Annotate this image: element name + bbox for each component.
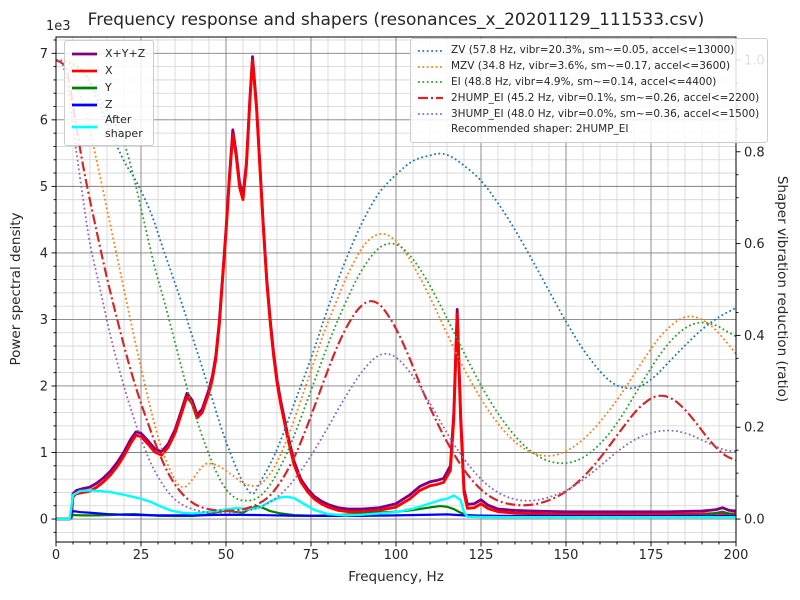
legend-line-sample xyxy=(71,100,98,110)
y-left-tick-label: 2 xyxy=(40,379,48,394)
x-tick-label: 200 xyxy=(724,548,749,563)
series-shaper-ei xyxy=(55,59,737,502)
legend-line-sample xyxy=(417,46,444,56)
x-tick-label: 25 xyxy=(133,548,150,563)
y-left-tick-label: 0 xyxy=(40,513,48,528)
chart-title: Frequency response and shapers (resonanc… xyxy=(88,10,705,30)
y-right-tick-label: 0.8 xyxy=(744,145,765,160)
x-tick-label: 150 xyxy=(554,548,579,563)
legend-item: Recommended shaper: 2HUMP_EI xyxy=(417,122,759,138)
plot-frame xyxy=(55,36,737,543)
legend-item: X xyxy=(71,62,145,79)
legend-line-sample xyxy=(71,122,98,132)
x-tick-label: 100 xyxy=(384,548,409,563)
legend-item: Y xyxy=(71,79,145,96)
y-left-tick-label: 4 xyxy=(40,246,48,261)
legend-label: X xyxy=(105,63,113,77)
y-right-tick-label: 0.2 xyxy=(744,421,765,436)
legend-line-sample xyxy=(417,62,444,72)
y-left-tick-label: 6 xyxy=(40,113,48,128)
legend-psd: X+Y+Z X Y Z After shaper xyxy=(64,40,155,146)
y-left-tick-label: 5 xyxy=(40,180,48,195)
series-psd-z xyxy=(56,509,736,521)
series-psd-x xyxy=(56,58,737,521)
x-tick-label: 125 xyxy=(469,548,494,563)
x-axis-label: Frequency, Hz xyxy=(348,569,444,585)
x-tick-label: 75 xyxy=(303,548,320,563)
legend-line-sample xyxy=(71,49,98,59)
legend-line-sample xyxy=(71,66,98,76)
legend-item: 3HUMP_EI (48.0 Hz, vibr=0.0%, sm~=0.36, … xyxy=(417,106,759,122)
axis-tick-labels: 0 25 50 75 100 125 150 175 200 0 1 2 3 4 5 6 7 0.0 0.2 0.4 0… xyxy=(40,47,765,563)
legend-item: After shaper xyxy=(71,113,145,141)
grid-minor-lines xyxy=(56,37,736,542)
legend-line-sample xyxy=(417,109,444,119)
legend-line-sample xyxy=(417,77,444,87)
y-left-tick-label: 1 xyxy=(40,446,48,461)
legend-item: X+Y+Z xyxy=(71,45,145,62)
y-right-tick-label: 0.6 xyxy=(744,237,765,252)
legend-item: 2HUMP_EI (45.2 Hz, vibr=0.1%, sm~=0.26, … xyxy=(417,90,759,106)
legend-label: Y xyxy=(105,80,112,94)
legend-label: ZV (57.8 Hz, vibr=20.3%, sm~=0.05, accel… xyxy=(451,44,735,57)
y-left-tick-label: 3 xyxy=(40,313,48,328)
legend-item: MZV (34.8 Hz, vibr=3.6%, sm~=0.17, accel… xyxy=(417,59,759,75)
legend-label: Z xyxy=(105,97,113,111)
series-psd-after-shaper xyxy=(56,489,736,521)
legend-line-sample xyxy=(71,83,98,93)
legend-label: EI (48.8 Hz, vibr=4.9%, sm~=0.14, accel<… xyxy=(451,75,717,88)
y-right-tick-label: 0.0 xyxy=(744,513,765,528)
series-shaper-2hump-ei xyxy=(55,59,737,512)
x-tick-label: 175 xyxy=(639,548,664,563)
legend-label: X+Y+Z xyxy=(105,46,146,60)
legend-shapers: ZV (57.8 Hz, vibr=20.3%, sm~=0.05, accel… xyxy=(410,38,769,143)
legend-label: Recommended shaper: 2HUMP_EI xyxy=(451,123,629,136)
legend-item: Z xyxy=(71,96,145,113)
y-axis-label-right: Shaper vibration reduction (ratio) xyxy=(774,176,790,402)
legend-label: 3HUMP_EI (48.0 Hz, vibr=0.0%, sm~=0.36, … xyxy=(451,107,760,120)
legend-item: ZV (57.8 Hz, vibr=20.3%, sm~=0.05, accel… xyxy=(417,43,759,59)
x-tick-label: 50 xyxy=(218,548,235,563)
plot-series xyxy=(55,55,737,521)
legend-item: EI (48.8 Hz, vibr=4.9%, sm~=0.14, accel<… xyxy=(417,75,759,91)
legend-line-sample xyxy=(417,93,444,103)
series-shaper-mzv xyxy=(55,59,737,489)
y-axis-label-left: Power spectral density xyxy=(8,212,24,365)
x-tick-label: 0 xyxy=(52,548,60,563)
series-shaper-3hump-ei xyxy=(55,59,737,514)
legend-label: 2HUMP_EI (45.2 Hz, vibr=0.1%, sm~=0.26, … xyxy=(451,91,760,104)
legend-label: After shaper xyxy=(105,113,143,140)
y-axis-offset-label: 1e3 xyxy=(46,19,71,34)
y-left-tick-label: 7 xyxy=(40,47,48,62)
legend-label: MZV (34.8 Hz, vibr=3.6%, sm~=0.17, accel… xyxy=(451,60,731,73)
y-right-tick-label: 0.4 xyxy=(744,329,765,344)
